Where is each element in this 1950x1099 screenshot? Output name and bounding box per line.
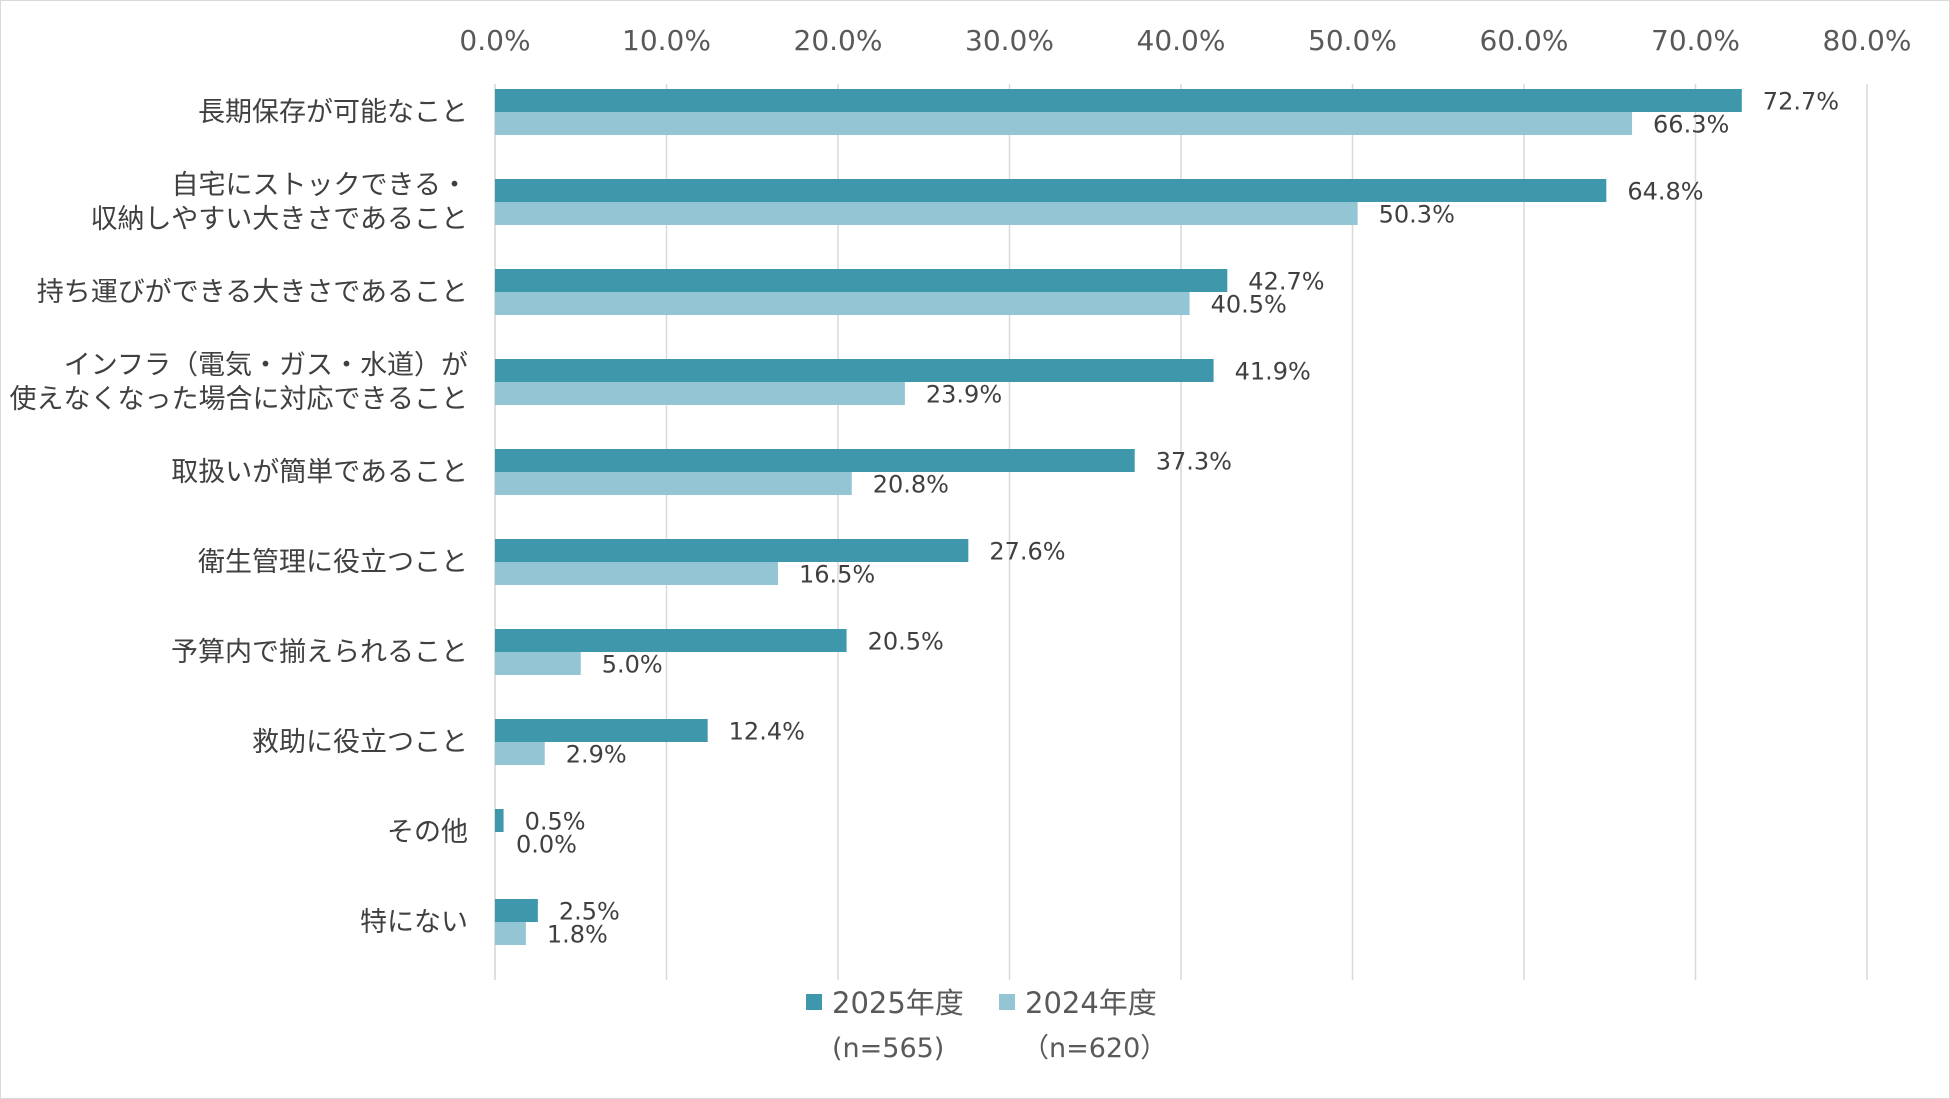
x-tick-label: 70.0% [1651, 24, 1740, 57]
category-label-line: 使えなくなった場合に対応できること [10, 384, 468, 415]
data-label: 64.8% [1627, 178, 1703, 206]
legend-sample-size: (n=565) [832, 1033, 944, 1064]
category-label-line: 持ち運びができる大きさであること [37, 277, 468, 308]
category-labels: 長期保存が可能なこと自宅にストックできる・収納しやすい大きさであること持ち運びが… [10, 97, 468, 938]
bar-2025年度 [495, 89, 1742, 112]
bar-2024年度 [495, 112, 1633, 135]
legend-sample-size: （n=620） [1022, 1033, 1167, 1064]
bar-2025年度 [495, 359, 1214, 382]
x-tick-label: 40.0% [1137, 24, 1226, 57]
data-label: 72.7% [1763, 88, 1839, 116]
data-labels: 72.7% 66.3% 64.8% 50.3% 42.7%40.5% 41.9% 23.9%… [516, 88, 1839, 949]
data-label: 50.3% [1379, 201, 1455, 229]
data-label: 1.8% [547, 921, 608, 949]
category-label-line: 予算内で揃えられること [171, 637, 468, 668]
x-tick-label: 30.0% [965, 24, 1054, 57]
data-label: 0.5% [525, 808, 586, 836]
bar-2025年度 [495, 899, 538, 922]
data-label: 2.5% [559, 898, 620, 926]
bar-2024年度 [495, 382, 905, 405]
data-label: 41.9% [1235, 358, 1311, 386]
category-label: 長期保存が可能なこと [198, 97, 468, 128]
category-label: 予算内で揃えられること [171, 637, 468, 668]
category-label-line: 衛生管理に役立つこと [198, 547, 468, 578]
category-label: インフラ（電気・ガス・水道）が使えなくなった場合に対応できること [10, 350, 468, 415]
category-label-line: 取扱いが簡単であること [171, 457, 468, 488]
data-label: 16.5% [799, 561, 875, 589]
category-label-line: インフラ（電気・ガス・水道）が [64, 350, 468, 381]
data-label: 0.0% [516, 831, 577, 859]
category-label-line: 自宅にストックできる・ [172, 170, 468, 201]
bar-2025年度 [495, 449, 1135, 472]
bar-2024年度 [495, 652, 581, 675]
bar-2025年度 [495, 629, 847, 652]
x-tick-label: 50.0% [1308, 24, 1397, 57]
data-label: 2.9% [566, 741, 627, 769]
bar-2024年度 [495, 292, 1190, 315]
x-tick-label: 60.0% [1480, 24, 1569, 57]
data-label: 23.9% [926, 381, 1002, 409]
legend-swatch [806, 994, 822, 1010]
legend-swatch [999, 994, 1015, 1010]
bars [495, 89, 1742, 945]
bar-2024年度 [495, 742, 545, 765]
bar-2025年度 [495, 719, 708, 742]
category-label-line: 長期保存が可能なこと [198, 97, 468, 128]
data-label: 37.3% [1156, 448, 1232, 476]
x-tick-label: 0.0% [459, 24, 530, 57]
category-label: その他 [387, 817, 468, 848]
category-label: 救助に役立つこと [252, 727, 468, 758]
x-axis-ticks: 0.0% 10.0% 20.0% 30.0% 40.0% 50.0% 60.0% 70.0% 8… [459, 24, 1911, 57]
category-label: 特にない [360, 907, 468, 938]
bar-2025年度 [495, 809, 504, 832]
bar-2025年度 [495, 179, 1607, 202]
category-label: 自宅にストックできる・収納しやすい大きさであること [91, 170, 468, 235]
bar-2025年度 [495, 539, 969, 562]
data-label: 27.6% [989, 538, 1065, 566]
category-label: 取扱いが簡単であること [171, 457, 468, 488]
data-label: 20.5% [868, 628, 944, 656]
data-label: 66.3% [1653, 111, 1729, 139]
category-label: 持ち運びができる大きさであること [37, 277, 468, 308]
category-label-line: 収納しやすい大きさであること [91, 204, 468, 235]
legend: 2025年度 (n=565) 2024年度 （n=620） [806, 986, 1167, 1064]
data-label: 20.8% [873, 471, 949, 499]
data-label: 5.0% [602, 651, 663, 679]
bar-2024年度 [495, 472, 852, 495]
category-label-line: 特にない [360, 907, 468, 938]
x-tick-label: 20.0% [794, 24, 883, 57]
category-label-line: 救助に役立つこと [252, 727, 468, 758]
x-tick-label: 10.0% [622, 24, 711, 57]
data-label: 40.5% [1211, 291, 1287, 319]
bar-2024年度 [495, 922, 526, 945]
x-tick-label: 80.0% [1823, 24, 1912, 57]
data-label: 42.7% [1248, 268, 1324, 296]
bar-2024年度 [495, 202, 1358, 225]
bar-2024年度 [495, 562, 778, 585]
data-label: 12.4% [729, 718, 805, 746]
legend-label: 2024年度 [1025, 986, 1157, 1020]
category-label-line: その他 [387, 817, 468, 848]
bar-2025年度 [495, 269, 1228, 292]
legend-label: 2025年度 [832, 986, 964, 1020]
category-label: 衛生管理に役立つこと [198, 547, 468, 578]
